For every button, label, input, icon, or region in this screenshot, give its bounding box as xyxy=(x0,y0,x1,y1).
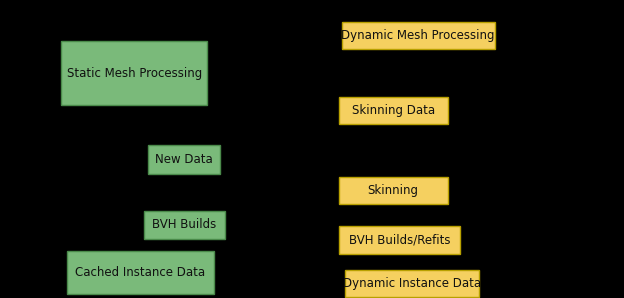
FancyBboxPatch shape xyxy=(61,41,207,105)
FancyBboxPatch shape xyxy=(67,251,213,294)
Text: Cached Instance Data: Cached Instance Data xyxy=(76,266,205,279)
Text: Dynamic Mesh Processing: Dynamic Mesh Processing xyxy=(341,29,495,42)
FancyBboxPatch shape xyxy=(342,22,494,49)
Text: Static Mesh Processing: Static Mesh Processing xyxy=(67,66,202,80)
FancyBboxPatch shape xyxy=(144,211,225,239)
Text: BVH Builds: BVH Builds xyxy=(152,218,216,232)
FancyBboxPatch shape xyxy=(338,177,448,204)
FancyBboxPatch shape xyxy=(148,145,220,173)
FancyBboxPatch shape xyxy=(338,97,448,124)
Text: Dynamic Instance Data: Dynamic Instance Data xyxy=(343,277,481,290)
Text: Skinning Data: Skinning Data xyxy=(351,104,435,117)
Text: New Data: New Data xyxy=(155,153,213,166)
Text: Skinning: Skinning xyxy=(368,184,419,197)
FancyBboxPatch shape xyxy=(338,226,461,254)
Text: BVH Builds/Refits: BVH Builds/Refits xyxy=(349,233,450,246)
FancyBboxPatch shape xyxy=(344,270,479,297)
